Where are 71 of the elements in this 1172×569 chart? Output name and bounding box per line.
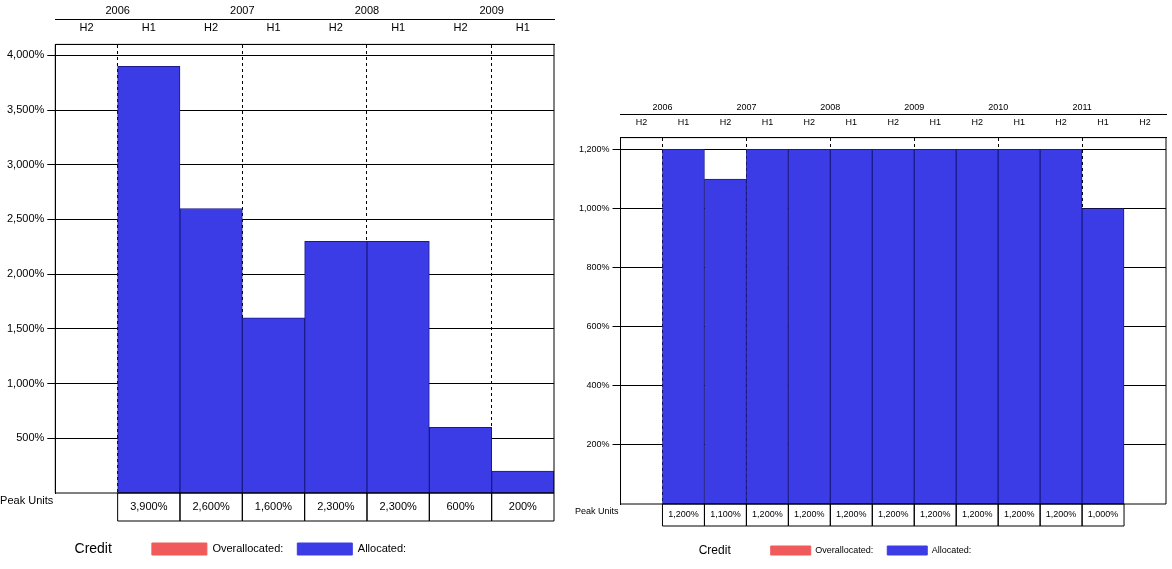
data-label: 1,200%	[919, 509, 951, 520]
data-label: 1,000%	[1087, 509, 1119, 520]
y-tick-label: 3,000%	[7, 157, 45, 170]
x-tick-label: H1	[515, 20, 530, 33]
x2-tick-label: 2008	[354, 3, 380, 16]
x-tick-label: H2	[635, 116, 648, 127]
x2-tick-label: 2011	[1072, 101, 1092, 112]
y-tick-label: 1,000%	[578, 203, 610, 213]
y-tick-label: 600%	[586, 321, 610, 332]
data-label: 1,200%	[752, 509, 783, 520]
x2-tick-label: 2006	[652, 101, 673, 112]
x2-tick-label: 2006	[105, 3, 130, 16]
data-label: 600%	[446, 500, 475, 513]
x-tick-label: H1	[677, 116, 690, 127]
x-tick-label: H2	[453, 20, 468, 33]
data-label: 2,300%	[379, 500, 418, 513]
data-label: 1,200%	[836, 509, 867, 520]
data-label: 1,200%	[878, 509, 909, 520]
data-label: 1,200%	[794, 509, 825, 520]
y-tick-label: 1,000%	[7, 376, 45, 389]
x-tick-label: H2	[1139, 116, 1151, 127]
data-label: 200%	[508, 500, 538, 513]
legend-label: Overallocated:	[212, 542, 284, 555]
data-label: 2,600%	[192, 500, 231, 513]
y-tick-label: 500%	[16, 431, 45, 444]
x-tick-label: H2	[1055, 116, 1067, 127]
x-tick-label: H2	[204, 20, 219, 33]
data-label: 1,200%	[1045, 509, 1077, 520]
x2-tick-label: 2010	[988, 101, 1009, 112]
y-tick-label: 400%	[586, 380, 610, 391]
x-tick-label: H2	[328, 20, 343, 33]
data-label: 1,200%	[668, 509, 699, 520]
x-tick-label: H1	[761, 116, 774, 127]
text: Peak Units	[0, 494, 54, 507]
x-tick-label: H1	[266, 20, 281, 33]
x-tick-label: H2	[719, 116, 732, 127]
x-tick-label: H1	[391, 20, 406, 33]
data-label: 3,900%	[130, 500, 168, 513]
legend-label: Allocated:	[931, 544, 972, 555]
x2-tick-label: 2007	[736, 101, 757, 112]
data-label: 1,200%	[961, 509, 993, 520]
x2-tick-label: 2008	[820, 101, 841, 112]
y-tick-label: 800%	[586, 262, 610, 273]
text: Credit	[74, 539, 112, 556]
text: Credit	[698, 542, 732, 557]
x-tick-label: H1	[1097, 116, 1109, 127]
legend-label: Overallocated:	[815, 544, 874, 555]
x-tick-label: H2	[79, 20, 94, 33]
y-tick-label: 2,000%	[7, 267, 45, 280]
y-tick-label: 3,500%	[7, 103, 45, 116]
data-label: 1,100%	[710, 509, 741, 520]
x2-tick-label: 2009	[904, 101, 925, 112]
data-label: 1,600%	[254, 500, 293, 513]
y-tick-label: 4,000%	[7, 48, 45, 61]
x-tick-label: H1	[929, 116, 941, 127]
y-tick-label: 1,200%	[578, 143, 610, 154]
x-tick-label: H1	[845, 116, 858, 127]
x-tick-label: H2	[887, 116, 900, 127]
x-tick-label: H1	[141, 20, 156, 33]
x2-tick-label: 2009	[479, 3, 504, 16]
data-label: 2,300%	[317, 500, 355, 513]
y-tick-label: 2,500%	[7, 212, 45, 225]
x-tick-label: H2	[971, 116, 983, 127]
x-tick-label: H1	[1013, 116, 1025, 127]
x-tick-label: H2	[803, 116, 816, 127]
x2-tick-label: 2007	[230, 3, 255, 16]
text: Peak Units	[574, 506, 620, 517]
y-tick-label: 1,500%	[7, 321, 45, 334]
data-label: 1,200%	[1003, 509, 1035, 520]
y-tick-label: 200%	[586, 439, 610, 450]
legend-label: Allocated:	[357, 542, 407, 555]
